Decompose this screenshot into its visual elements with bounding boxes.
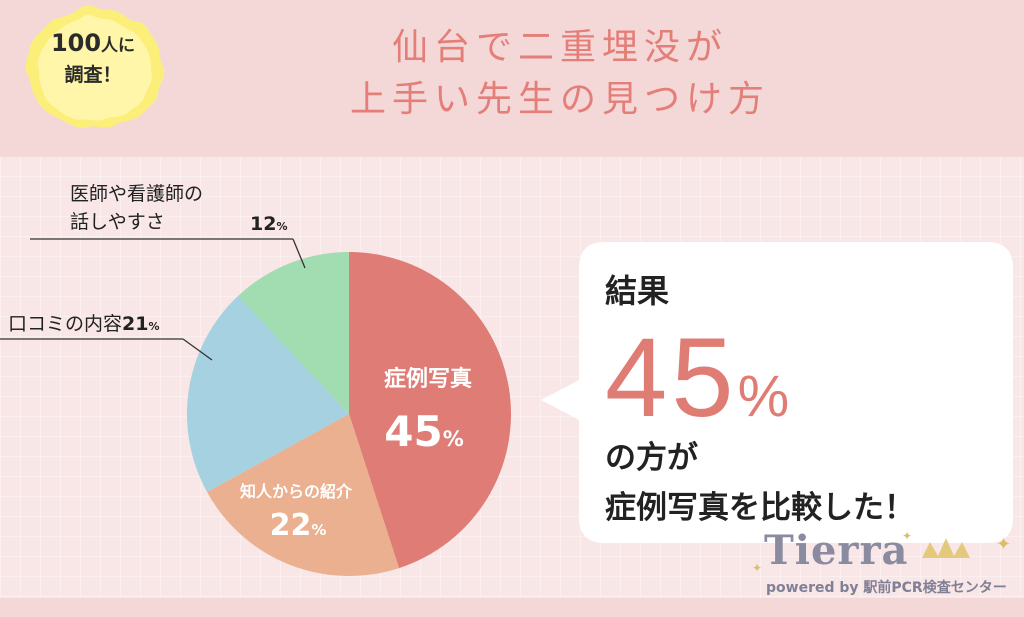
result-line2: 症例写真を比較した！: [605, 490, 915, 526]
bottom-band: [0, 598, 1024, 617]
result-value-wrap: 45%: [605, 318, 789, 457]
title-line2: 上手い先生の見つけ方: [349, 79, 770, 120]
title-line1: 仙台で二重埋没が: [391, 27, 728, 68]
callout-talkability-line1: 医師や看護師の: [70, 183, 204, 205]
leader-line-12-diag: [292, 238, 306, 269]
result-line1: の方が: [605, 440, 698, 476]
callout-reviews-label: 口コミの内容: [8, 313, 123, 335]
pie-slice-0: [349, 252, 511, 569]
result-heading: 結果: [605, 272, 670, 310]
header-band: [0, 0, 1024, 157]
result-value: 45: [605, 315, 738, 440]
callout-talkability-unit: %: [276, 220, 288, 233]
pie-slice-1: [207, 414, 400, 576]
callout-talkability: 医師や看護師の 話しやすさ: [70, 180, 203, 236]
badge-count: 100: [50, 29, 102, 57]
callout-talkability-line2: 話しやすさ: [70, 211, 165, 233]
svg-text:✦: ✦: [996, 534, 1011, 555]
survey-badge-icon: [25, 5, 165, 129]
badge-suffix: 人に: [101, 36, 136, 56]
slice-label-1: 知人からの紹介: [240, 482, 353, 501]
svg-text:✦: ✦: [902, 529, 912, 543]
tierra-crown-logo-icon: ✦ ✦ ✦: [752, 529, 1011, 575]
survey-badge: 100人に 調査！: [18, 28, 168, 89]
callout-reviews-value: 21: [122, 313, 149, 335]
result-bubble: [541, 242, 1013, 543]
slice-label-0: 症例写真: [384, 366, 472, 392]
page-title: 仙台で二重埋没が 上手い先生の見つけ方: [250, 22, 870, 126]
result-unit: %: [737, 364, 790, 429]
slice-value-1: 22%: [270, 508, 327, 543]
callout-talkability-value-wrap: 12%: [250, 210, 287, 241]
slice-value-0: 45%: [384, 407, 464, 456]
pie-slice-3: [238, 252, 349, 414]
badge-line2: 調査！: [64, 64, 122, 86]
leader-line-21-diag: [182, 338, 213, 361]
callout-reviews-unit: %: [148, 320, 160, 333]
callout-talkability-value: 12: [250, 213, 277, 235]
callout-reviews: 口コミの内容21%: [8, 310, 160, 341]
logo-sub: powered by 駅前PCR検査センター: [766, 580, 1007, 596]
logo-name: Tierra: [764, 527, 909, 574]
svg-text:✦: ✦: [752, 561, 762, 575]
pie-slice-2: [187, 295, 349, 493]
